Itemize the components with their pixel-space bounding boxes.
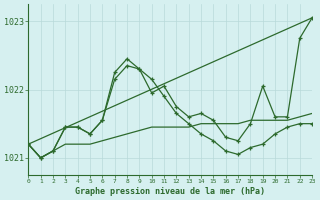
X-axis label: Graphe pression niveau de la mer (hPa): Graphe pression niveau de la mer (hPa) bbox=[75, 187, 265, 196]
